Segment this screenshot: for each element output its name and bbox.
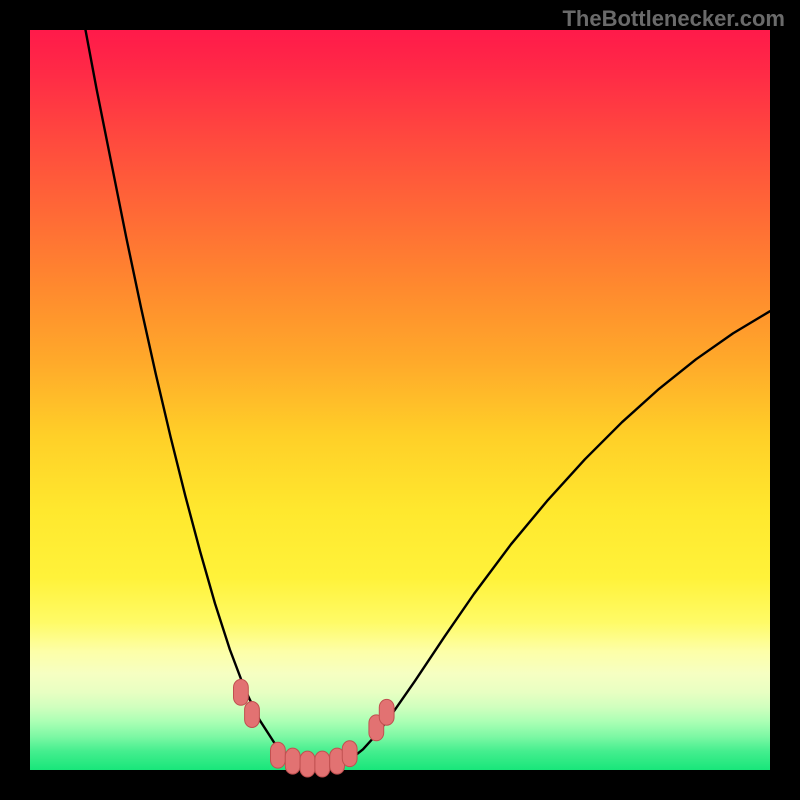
- plot-area: [30, 30, 770, 770]
- bottleneck-curve: [86, 30, 771, 769]
- marker: [379, 699, 394, 725]
- marker: [245, 702, 260, 728]
- marker: [234, 679, 249, 705]
- marker: [342, 741, 357, 767]
- marker: [271, 742, 286, 768]
- marker: [285, 748, 300, 774]
- chart-svg: [30, 30, 770, 770]
- watermark-text: TheBottlenecker.com: [562, 6, 785, 32]
- marker: [315, 751, 330, 777]
- marker-group: [234, 679, 395, 777]
- marker: [300, 751, 315, 777]
